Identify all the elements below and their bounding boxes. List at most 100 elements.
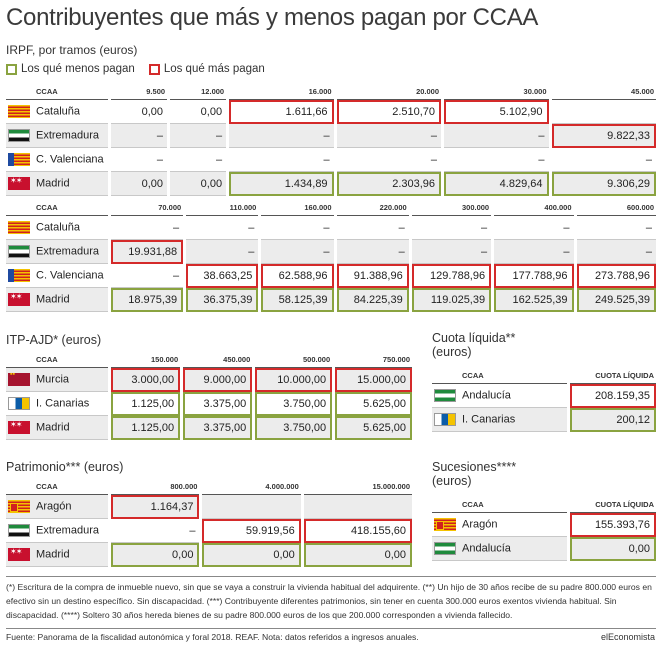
aragon-flag-icon xyxy=(8,500,30,513)
region-name: Madrid xyxy=(36,177,70,190)
andalucia-flag-icon xyxy=(434,542,456,555)
extremadura-flag-icon xyxy=(8,245,30,258)
region-name: I. Canarias xyxy=(36,397,90,410)
value-cell: 2.510,70 xyxy=(336,100,442,124)
value-cell: 5.625,00 xyxy=(335,416,412,440)
value-cell: 1.164,37 xyxy=(111,495,200,519)
column-header: 30.000 xyxy=(444,84,549,100)
column-header: 12.000 xyxy=(170,84,227,100)
region-cell: C. Valenciana xyxy=(6,264,108,288)
table-header-row: CCAA CUOTA LÍQUIDA xyxy=(432,497,656,513)
region-cell: Madrid xyxy=(6,543,108,567)
table-row: Aragón 155.393,76 xyxy=(432,513,656,537)
region-cell: Madrid xyxy=(6,416,108,440)
value-cell: – xyxy=(411,240,492,264)
table-row: Aragón 1.164,37 xyxy=(6,495,412,519)
region-cell: Cataluña xyxy=(6,216,108,240)
value-cell: 10.000,00 xyxy=(255,368,333,392)
table-header-row: CCAA 9.500 12.000 16.000 20.000 30.000 4… xyxy=(6,84,656,100)
value-cell: – xyxy=(229,124,334,148)
value-cell: – xyxy=(444,148,549,172)
value-cell: – xyxy=(111,264,184,288)
column-header: 450.000 xyxy=(183,352,253,368)
value-cell: – xyxy=(186,240,259,264)
table-row: Cataluña 0,00 0,00 1.611,66 2.510,70 5.1… xyxy=(6,100,656,124)
value-cell: – xyxy=(336,124,442,148)
valencia-flag-icon xyxy=(8,153,30,166)
value-cell xyxy=(202,495,301,519)
column-header: CCAA xyxy=(6,352,108,368)
value-cell: 208.159,35 xyxy=(570,384,656,408)
column-header: 110.000 xyxy=(186,200,259,216)
table-row: C. Valenciana – 38.663,25 62.588,96 91.3… xyxy=(6,264,656,288)
table-row: Madrid 1.125,00 3.375,00 3.750,00 5.625,… xyxy=(6,416,412,440)
region-cell: Cataluña xyxy=(6,100,108,124)
region-name: Extremadura xyxy=(36,129,99,142)
brand-logo: elEconomista xyxy=(600,632,655,642)
value-cell: – xyxy=(494,216,574,240)
region-cell: C. Valenciana xyxy=(6,148,108,172)
legend-swatch-low xyxy=(6,63,17,75)
region-name: C. Valenciana xyxy=(36,153,104,166)
region-name: Aragón xyxy=(36,500,72,513)
region-name: Aragón xyxy=(462,518,498,531)
value-cell: 9.306,29 xyxy=(551,172,656,196)
itp-subtitle: ITP-AJD* (euros) xyxy=(6,333,102,347)
value-cell: 4.829,64 xyxy=(444,172,549,196)
cataluna-flag-icon xyxy=(8,105,30,118)
table-row: Madrid 18.975,39 36.375,39 58.125,39 84.… xyxy=(6,288,656,312)
region-cell: Aragón xyxy=(6,495,108,519)
value-cell: – xyxy=(186,216,259,240)
canarias-flag-icon xyxy=(434,413,456,426)
divider xyxy=(6,576,656,577)
value-cell: – xyxy=(411,216,492,240)
region-name: Extremadura xyxy=(36,245,99,258)
column-header: 9.500 xyxy=(111,84,168,100)
value-cell: 36.375,39 xyxy=(186,288,259,312)
cataluna-flag-icon xyxy=(8,221,30,234)
value-cell: 3.000,00 xyxy=(111,368,181,392)
irpf-subtitle: IRPF, por tramos (euros) xyxy=(6,43,138,57)
region-cell: Murcia xyxy=(6,368,108,392)
column-header: 300.000 xyxy=(411,200,492,216)
irpf-table-1: CCAA 9.500 12.000 16.000 20.000 30.000 4… xyxy=(3,84,659,196)
value-cell: 0,00 xyxy=(170,100,227,124)
value-cell: 177.788,96 xyxy=(494,264,574,288)
cuota-subtitle: Cuota líquida** (euros) xyxy=(432,331,516,359)
table-header-row: CCAA 70.000 110.000 160.000 220.000 300.… xyxy=(6,200,656,216)
value-cell: 155.393,76 xyxy=(570,513,656,537)
table-header-row: CCAA 800.000 4.000.000 15.000.000 xyxy=(6,479,412,495)
value-cell xyxy=(551,100,656,124)
table-row: Extremadura 19.931,88 – – – – – – xyxy=(6,240,656,264)
value-cell: – xyxy=(229,148,334,172)
divider xyxy=(6,628,656,629)
value-cell: 0,00 xyxy=(111,172,168,196)
table-row: Andalucía 0,00 xyxy=(432,537,656,561)
value-cell: – xyxy=(336,216,409,240)
aragon-flag-icon xyxy=(434,518,456,531)
table-row: Murcia 3.000,00 9.000,00 10.000,00 15.00… xyxy=(6,368,412,392)
value-cell: 59.919,56 xyxy=(202,519,301,543)
value-cell: 119.025,39 xyxy=(411,288,492,312)
column-header: CUOTA LÍQUIDA xyxy=(570,368,656,384)
value-cell: 3.750,00 xyxy=(255,416,333,440)
column-header: CUOTA LÍQUIDA xyxy=(570,497,656,513)
region-cell: Madrid xyxy=(6,172,108,196)
value-cell: – xyxy=(444,124,549,148)
value-cell: – xyxy=(170,124,227,148)
value-cell: 129.788,96 xyxy=(411,264,492,288)
itp-table: CCAA 150.000 450.000 500.000 750.000 Mur… xyxy=(3,352,415,440)
table-row: Madrid 0,00 0,00 0,00 xyxy=(6,543,412,567)
andalucia-flag-icon xyxy=(434,389,456,402)
column-header: 800.000 xyxy=(111,479,200,495)
column-header: 15.000.000 xyxy=(303,479,412,495)
table-row: I. Canarias 1.125,00 3.375,00 3.750,00 5… xyxy=(6,392,412,416)
legend-label-low: Los qué menos pagan xyxy=(21,63,135,75)
column-header: 16.000 xyxy=(229,84,334,100)
madrid-flag-icon xyxy=(8,547,30,561)
column-header: 600.000 xyxy=(576,200,656,216)
value-cell: 0,00 xyxy=(111,543,200,567)
value-cell: 0,00 xyxy=(170,172,227,196)
region-cell: Aragón xyxy=(432,513,568,537)
region-name: Cataluña xyxy=(36,221,81,234)
